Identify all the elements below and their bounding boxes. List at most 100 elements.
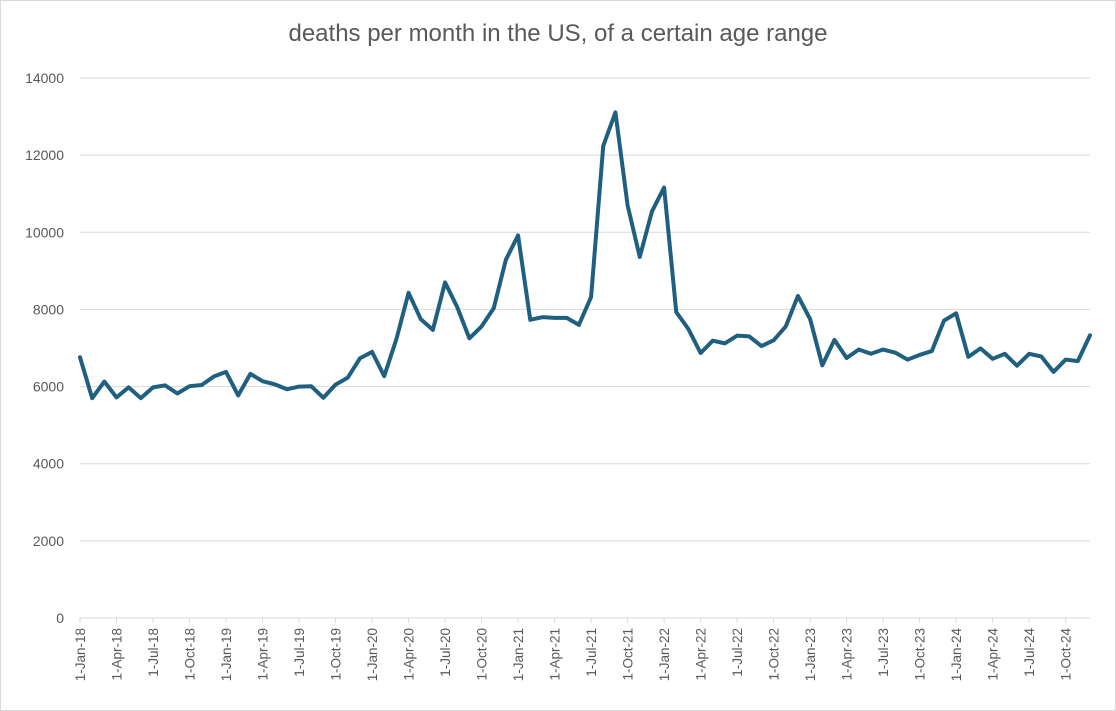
data-point [784,324,788,328]
x-tick-label: 1-Apr-22 [694,628,709,681]
data-point [857,348,861,352]
data-point [528,318,532,322]
x-tick-label: 1-Jul-24 [1022,628,1037,677]
data-point [954,311,958,315]
data-point [723,341,727,345]
x-tick-label: 1-Apr-18 [110,628,125,681]
x-tick-label: 1-Apr-20 [402,628,417,681]
data-point [991,357,995,361]
data-point [382,374,386,378]
x-tick-label: 1-Jan-20 [365,628,380,681]
y-tick-label: 10000 [25,224,64,240]
y-axis: 0 2000 4000 6000 8000 10000 12000 14000 [25,70,64,626]
data-point [881,348,885,352]
data-point [78,355,82,359]
x-tick-label: 1-Jan-23 [803,628,818,681]
x-tick-label: 1-Apr-19 [256,628,271,681]
data-point [370,350,374,354]
x-tick-label: 1-Apr-23 [840,628,855,681]
data-point [346,376,350,380]
y-tick-label: 4000 [33,456,64,472]
x-tick-label: 1-Oct-21 [621,628,636,681]
x-tick-label: 1-Oct-22 [767,628,782,681]
data-point [492,306,496,310]
data-point [832,338,836,342]
data-point [455,305,459,309]
data-point [394,337,398,341]
series-line-0 [78,110,1092,401]
x-tick-label: 1-Apr-21 [548,628,563,681]
x-tick-label: 1-Jul-20 [438,628,453,677]
data-point [151,385,155,389]
x-tick-label: 1-Jan-24 [949,628,964,682]
y-tick-label: 14000 [25,70,64,86]
x-tick-label: 1-Oct-24 [1059,628,1074,681]
data-point [820,363,824,367]
data-point [930,349,934,353]
x-tick-label: 1-Jul-18 [146,628,161,677]
data-point [626,203,630,207]
y-tick-label: 8000 [33,301,64,317]
data-point [248,372,252,376]
data-point [139,396,143,400]
x-tick-label: 1-Jan-22 [657,628,672,681]
data-point [1039,354,1043,358]
y-tick-label: 0 [56,610,64,626]
data-point [407,291,411,295]
data-point [650,209,654,213]
data-point [431,328,435,332]
data-point [200,383,204,387]
x-axis [79,617,1090,623]
data-point [978,346,982,350]
data-point [334,383,338,387]
x-tick-label: 1-Oct-19 [329,628,344,681]
data-point [504,258,508,262]
data-point [1051,370,1055,374]
x-axis-labels: 1-Jan-18 1-Apr-18 1-Jul-18 1-Oct-18 1-Jan-19… [73,628,1074,682]
data-point [297,385,301,389]
data-point [236,393,240,397]
x-tick-label: 1-Jul-23 [876,628,891,677]
data-point [1027,352,1031,356]
y-tick-label: 6000 [33,379,64,395]
data-point [273,382,277,386]
data-point [674,310,678,314]
data-point [918,353,922,357]
y-tick-label: 12000 [25,147,64,163]
data-point [613,110,617,114]
data-point [747,334,751,338]
x-tick-label: 1-Jan-18 [73,628,88,681]
data-point [711,339,715,343]
data-point [735,334,739,338]
x-tick-label: 1-Jul-21 [584,628,599,677]
data-point [662,186,666,190]
data-point [102,380,106,384]
data-point [175,392,179,396]
x-tick-label: 1-Oct-23 [913,628,928,681]
data-point [516,233,520,237]
chart-title: deaths per month in the US, of a certain… [288,20,828,47]
data-point [467,336,471,340]
data-point [540,315,544,319]
data-point [699,351,703,355]
data-point [285,387,289,391]
data-point [966,355,970,359]
x-tick-label: 1-Oct-20 [475,628,490,681]
x-tick-label: 1-Jul-19 [292,628,307,677]
data-point [601,144,605,148]
data-point [127,385,131,389]
x-tick-label: 1-Jul-22 [730,628,745,677]
data-point [321,396,325,400]
data-point [772,338,776,342]
data-point [480,324,484,328]
y-tick-label: 2000 [33,533,64,549]
data-point [759,344,763,348]
data-point [869,352,873,356]
data-point [212,375,216,379]
data-point [589,295,593,299]
data-point [1003,352,1007,356]
gridlines [80,77,1090,542]
x-tick-label: 1-Oct-18 [183,628,198,681]
